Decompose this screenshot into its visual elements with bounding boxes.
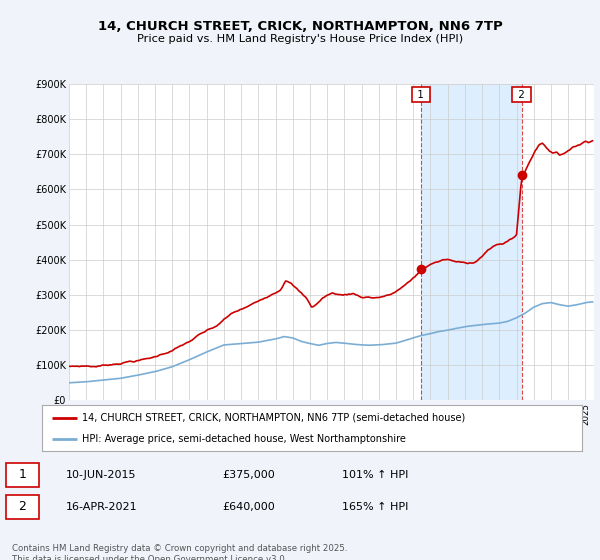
Text: 14, CHURCH STREET, CRICK, NORTHAMPTON, NN6 7TP (semi-detached house): 14, CHURCH STREET, CRICK, NORTHAMPTON, N… <box>83 413 466 423</box>
Text: 101% ↑ HPI: 101% ↑ HPI <box>342 470 409 479</box>
Text: £375,000: £375,000 <box>222 470 275 479</box>
Text: 16-APR-2021: 16-APR-2021 <box>66 502 137 512</box>
FancyBboxPatch shape <box>6 495 39 519</box>
FancyBboxPatch shape <box>6 463 39 487</box>
Text: £640,000: £640,000 <box>222 502 275 512</box>
Text: 165% ↑ HPI: 165% ↑ HPI <box>342 502 409 512</box>
Text: HPI: Average price, semi-detached house, West Northamptonshire: HPI: Average price, semi-detached house,… <box>83 435 406 444</box>
Text: 2: 2 <box>19 501 26 514</box>
Text: Price paid vs. HM Land Registry's House Price Index (HPI): Price paid vs. HM Land Registry's House … <box>137 34 463 44</box>
Text: 1: 1 <box>414 90 427 100</box>
Text: Contains HM Land Registry data © Crown copyright and database right 2025.
This d: Contains HM Land Registry data © Crown c… <box>12 544 347 560</box>
Text: 2: 2 <box>515 90 528 100</box>
Bar <box>421 84 521 400</box>
Text: 1: 1 <box>19 468 26 481</box>
Text: 14, CHURCH STREET, CRICK, NORTHAMPTON, NN6 7TP: 14, CHURCH STREET, CRICK, NORTHAMPTON, N… <box>98 20 502 32</box>
Text: 10-JUN-2015: 10-JUN-2015 <box>66 470 137 479</box>
